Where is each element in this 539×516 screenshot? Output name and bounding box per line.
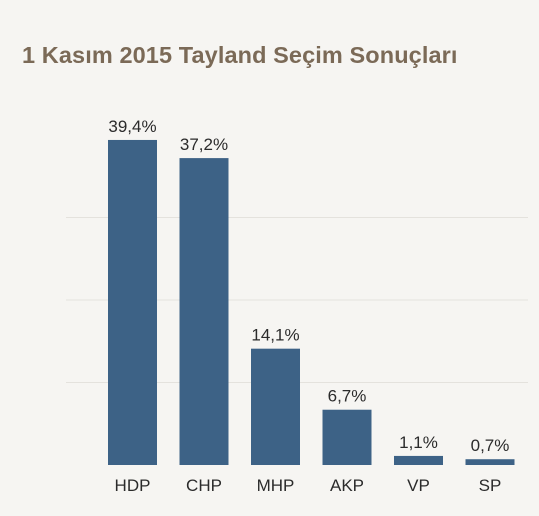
category-label-akp: AKP — [330, 476, 364, 495]
category-label-chp: CHP — [186, 476, 222, 495]
bar-hdp — [108, 139, 157, 465]
category-label-vp: VP — [407, 476, 430, 495]
bar-sp — [465, 459, 515, 465]
value-label-akp: 6,7% — [328, 387, 367, 406]
category-label-hdp: HDP — [115, 476, 151, 495]
category-label-mhp: MHP — [257, 476, 295, 495]
bar-vp — [394, 455, 443, 465]
value-label-hdp: 39,4% — [108, 117, 156, 136]
category-label-sp: SP — [479, 476, 502, 495]
bar-akp — [322, 409, 372, 465]
bar-mhp — [251, 348, 300, 465]
value-label-chp: 37,2% — [180, 135, 228, 154]
value-label-sp: 0,7% — [471, 436, 510, 455]
value-label-vp: 1,1% — [399, 433, 438, 452]
value-label-mhp: 14,1% — [251, 326, 299, 345]
chart-title: 1 Kasım 2015 Tayland Seçim Sonuçları — [22, 42, 458, 68]
bar-chp — [179, 158, 229, 465]
